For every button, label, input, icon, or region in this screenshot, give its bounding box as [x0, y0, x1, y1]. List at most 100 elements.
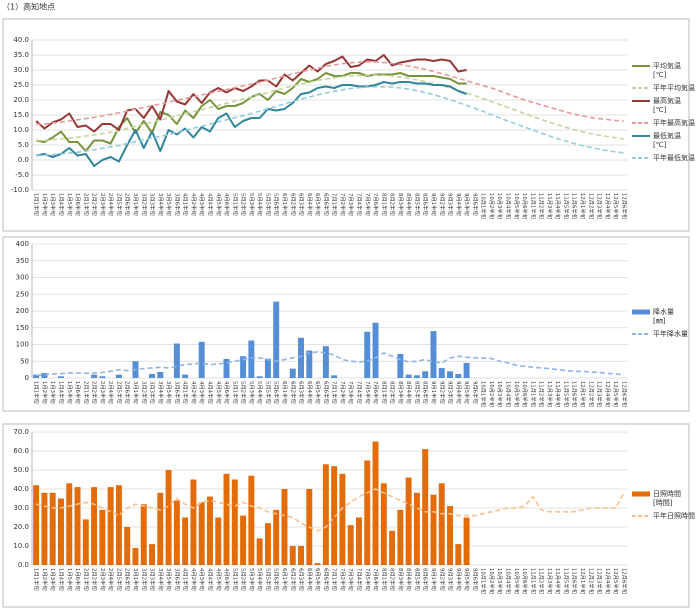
bar — [173, 343, 180, 378]
x-tick-label: 3月3半旬 — [149, 568, 157, 591]
bar — [364, 331, 371, 378]
bar — [57, 376, 64, 378]
bar — [273, 509, 280, 565]
x-tick-label: 5月5半旬 — [264, 381, 272, 404]
x-tick-label: 1月5半旬 — [66, 381, 74, 404]
legend-unit: [時間] — [653, 499, 673, 507]
x-tick-label: 7月1半旬 — [331, 568, 339, 591]
x-tick-label: 9月4半旬 — [455, 381, 463, 404]
x-tick-label: 10月1半旬 — [480, 381, 488, 407]
x-tick-label: 5月2半旬 — [240, 568, 248, 591]
x-tick-label: 10月6半旬 — [521, 381, 529, 407]
legend-swatch — [632, 491, 650, 497]
x-tick-label: 4月5半旬 — [215, 568, 223, 591]
x-tick-label: 2月4半旬 — [107, 193, 115, 216]
x-tick-label: 9月2半旬 — [438, 193, 446, 216]
x-tick-label: 6月4半旬 — [306, 381, 314, 404]
line — [36, 86, 624, 157]
legend-unit: [㎜] — [653, 317, 666, 325]
x-tick-label: 3月4半旬 — [157, 568, 165, 591]
x-tick-label: 10月3半旬 — [496, 568, 504, 594]
x-tick-label: 7月2半旬 — [339, 381, 347, 404]
bar — [306, 350, 313, 378]
bar — [91, 374, 98, 378]
y-tick-label: 35.0 — [13, 51, 29, 59]
x-tick-label: 7月5半旬 — [364, 568, 372, 591]
bar — [438, 367, 445, 378]
line — [35, 54, 467, 133]
bar — [198, 502, 205, 565]
x-tick-label: 4月4半旬 — [206, 193, 214, 216]
bar — [331, 466, 338, 565]
x-tick-label: 1月6半旬 — [74, 193, 82, 216]
x-tick-label: 12月2半旬 — [587, 568, 595, 594]
x-tick-label: 3月6半旬 — [173, 568, 181, 591]
bar — [240, 356, 247, 378]
x-tick-label: 7月6半旬 — [372, 193, 380, 216]
x-tick-label: 10月5半旬 — [513, 193, 521, 219]
bar — [322, 346, 329, 378]
bar — [82, 519, 89, 565]
x-tick-label: 8月6半旬 — [422, 381, 430, 404]
x-tick-label: 8月5半旬 — [413, 381, 421, 404]
x-tick-label: 10月3半旬 — [496, 193, 504, 219]
page-title: （1）高知地点 — [2, 2, 55, 12]
legend-label: 日照時間 — [653, 490, 681, 498]
y-tick-label: 0.0 — [18, 156, 29, 164]
x-tick-label: 8月1半旬 — [380, 381, 388, 404]
y-tick-label: 50 — [20, 357, 29, 365]
bar — [455, 544, 462, 565]
x-tick-label: 7月2半旬 — [339, 193, 347, 216]
x-tick-label: 6月6半旬 — [322, 568, 330, 591]
bar — [264, 523, 271, 565]
bar — [190, 479, 197, 565]
x-tick-label: 9月5半旬 — [463, 568, 471, 591]
x-tick-label: 4月4半旬 — [206, 381, 214, 404]
x-tick-label: 12月6半旬 — [620, 568, 628, 594]
x-tick-label: 2月5半旬 — [115, 193, 123, 216]
x-tick-label: 7月5半旬 — [364, 381, 372, 404]
x-tick-label: 11月2半旬 — [538, 568, 546, 594]
bar — [57, 498, 64, 565]
bar — [182, 517, 189, 565]
x-tick-label: 11月4半旬 — [554, 381, 562, 407]
x-tick-label: 10月1半旬 — [480, 568, 488, 594]
x-tick-label: 6月3半旬 — [298, 193, 306, 216]
x-tick-label: 3月3半旬 — [149, 193, 157, 216]
x-tick-label: 8月3半旬 — [397, 193, 405, 216]
x-tick-label: 7月1半旬 — [331, 193, 339, 216]
bar — [289, 368, 296, 378]
x-tick-label: 5月3半旬 — [248, 381, 256, 404]
x-tick-label: 4月5半旬 — [215, 381, 223, 404]
bar — [107, 487, 114, 565]
y-tick-label: 400 — [16, 240, 29, 248]
bar — [41, 372, 48, 378]
x-tick-label: 11月1半旬 — [529, 193, 537, 219]
x-tick-label: 9月1半旬 — [430, 193, 438, 216]
x-tick-label: 10月6半旬 — [521, 568, 529, 594]
x-tick-label: 7月1半旬 — [331, 381, 339, 404]
x-tick-label: 9月1半旬 — [430, 568, 438, 591]
x-tick-label: 7月6半旬 — [372, 568, 380, 591]
x-tick-label: 4月1半旬 — [182, 381, 190, 404]
x-tick-label: 1月1半旬 — [33, 381, 41, 404]
bar — [66, 483, 73, 565]
x-tick-label: 7月5半旬 — [364, 193, 372, 216]
bar — [99, 509, 106, 565]
x-tick-label: 9月6半旬 — [471, 381, 479, 404]
legend-label: 平年降水量 — [653, 329, 688, 338]
bar — [397, 353, 404, 378]
x-tick-label: 12月3半旬 — [596, 568, 604, 594]
x-tick-label: 11月1半旬 — [529, 568, 537, 594]
x-tick-label: 4月4半旬 — [206, 568, 214, 591]
bar — [173, 500, 180, 565]
x-tick-label: 6月5半旬 — [314, 193, 322, 216]
panel — [2, 423, 690, 608]
x-tick-label: 6月1半旬 — [281, 381, 289, 404]
x-tick-label: 3月1半旬 — [132, 193, 140, 216]
x-tick-label: 12月4半旬 — [604, 381, 612, 407]
y-tick-label: 350 — [16, 257, 29, 265]
y-tick-label: 15.0 — [13, 111, 29, 119]
bar — [405, 374, 412, 378]
x-tick-label: 6月5半旬 — [314, 568, 322, 591]
